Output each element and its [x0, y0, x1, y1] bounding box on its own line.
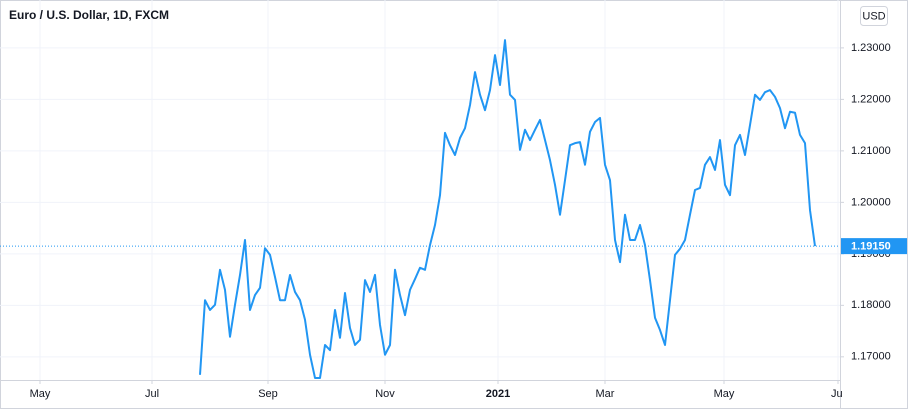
- x-tick-label: May: [714, 388, 735, 400]
- y-tick-label: 1.17000: [851, 351, 891, 363]
- last-price-box: [841, 238, 907, 255]
- x-tick-label: Sep: [258, 388, 278, 400]
- currency-button[interactable]: [860, 6, 888, 26]
- x-tick-label: Jul: [145, 388, 159, 400]
- x-tick-label: 2021: [486, 388, 510, 400]
- time-axis: May Jul Sep Nov 2021 Mar May Jul: [30, 380, 845, 400]
- y-tick-label: 1.21000: [851, 145, 891, 157]
- price-line: [199, 39, 816, 379]
- y-tick-label: 1.20000: [851, 196, 891, 208]
- y-tick-label: 1.18000: [851, 299, 891, 311]
- x-tick-label: Jul: [831, 388, 845, 400]
- x-tick-label: May: [30, 388, 51, 400]
- x-tick-label: Mar: [596, 388, 615, 400]
- chart-title: Euro / U.S. Dollar, 1D, FXCM: [9, 8, 169, 22]
- grid: [0, 0, 840, 380]
- currency-label[interactable]: USD: [862, 10, 885, 22]
- plot: [0, 39, 840, 379]
- y-tick-label: 1.22000: [851, 93, 891, 105]
- y-tick-label: 1.23000: [851, 42, 891, 54]
- last-price-label: 1.19150: [851, 241, 891, 253]
- price-axis: 1.170001.180001.190001.200001.210001.220…: [840, 42, 907, 363]
- x-tick-label: Nov: [375, 388, 395, 400]
